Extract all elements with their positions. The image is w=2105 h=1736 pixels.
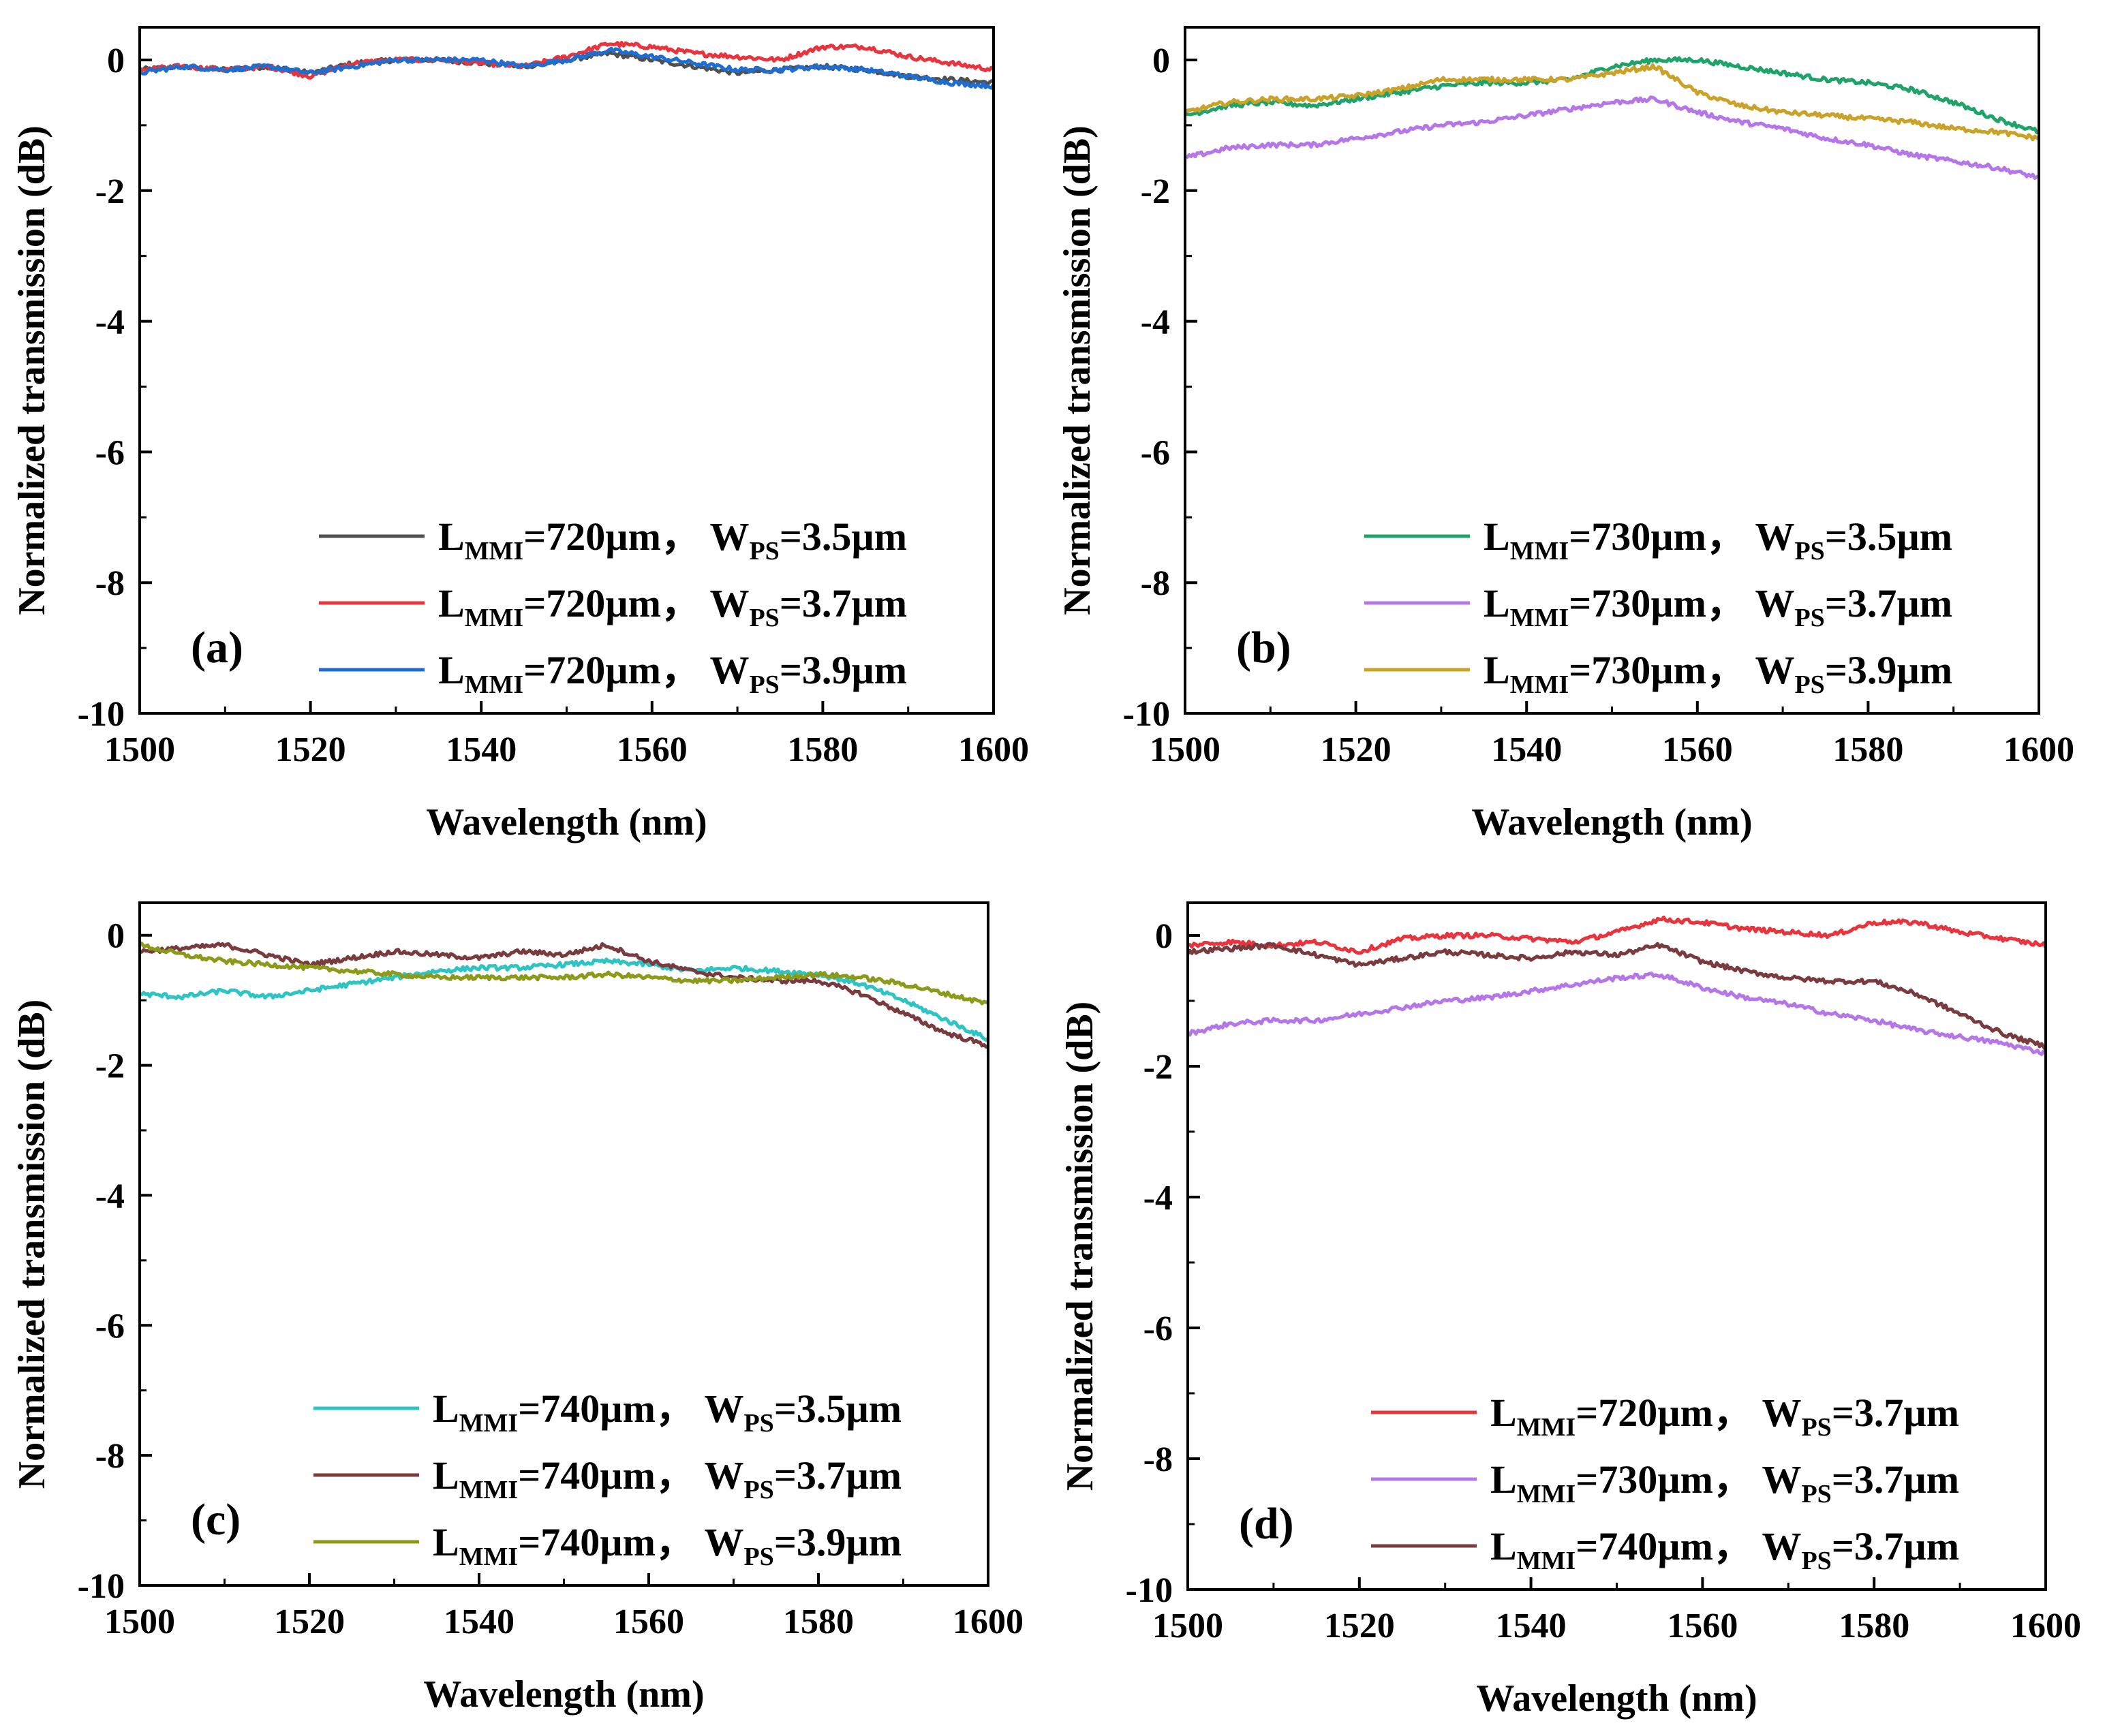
y-tick-label: -10 [78, 695, 125, 734]
y-tick-label: -2 [1143, 1048, 1173, 1087]
x-tick-label: 1540 [446, 730, 517, 769]
x-tick-label: 1560 [1662, 730, 1733, 769]
x-axis-title: Wavelength (nm) [423, 1673, 704, 1716]
series-line [138, 46, 996, 90]
x-tick-label: 1540 [444, 1602, 514, 1641]
panel-label: (c) [191, 1495, 241, 1545]
x-tick-label: 1600 [958, 730, 1029, 769]
y-tick-label: -4 [1141, 303, 1170, 342]
panel-label: (b) [1236, 623, 1291, 672]
x-tick-label: 1500 [104, 1602, 175, 1641]
x-tick-label: 1600 [2003, 730, 2074, 769]
y-tick-label: 0 [1152, 42, 1170, 80]
legend-entry: LMMI=720µm， WPS=3.5µm [438, 514, 907, 565]
y-tick-label: -2 [95, 172, 125, 211]
y-tick-label: -6 [1141, 433, 1170, 472]
legend-entry: LMMI=740µm， WPS=3.5µm [433, 1386, 902, 1438]
chart-panel: 1500 1520 1540 1560 1580 1600 0 -2 -4 -6 -8 -10 Wave… [11, 26, 1029, 843]
x-tick-label: 1520 [1321, 730, 1392, 769]
y-tick-label: -10 [78, 1567, 125, 1606]
series-line [1184, 56, 2040, 135]
x-tick-label: 1560 [1667, 1607, 1738, 1645]
chart-panel: 1500 1520 1540 1560 1580 1600 0 -2 -4 -6 -8 -10 Wave… [1059, 901, 2081, 1720]
series-line [1186, 972, 2048, 1056]
y-tick-label: 0 [107, 42, 125, 80]
x-tick-label: 1500 [1150, 730, 1220, 769]
x-tick-label: 1520 [274, 1602, 345, 1641]
x-axis-title: Wavelength (nm) [1476, 1677, 1757, 1720]
x-tick-label: 1600 [2010, 1607, 2081, 1645]
x-tick-label: 1520 [1324, 1607, 1395, 1645]
y-tick-label: -4 [95, 303, 125, 342]
y-tick-label: -6 [95, 433, 125, 472]
chart-panel: 1500 1520 1540 1560 1580 1600 0 -2 -4 -6 -8 -10 Wave… [1056, 26, 2074, 843]
x-tick-label: 1560 [613, 1602, 684, 1641]
y-tick-label: 0 [1155, 917, 1173, 956]
y-tick-label: -6 [95, 1307, 125, 1346]
y-tick-label: -8 [1143, 1440, 1173, 1479]
y-tick-label: -4 [95, 1177, 125, 1215]
legend-entry: LMMI=720µm， WPS=3.7µm [1490, 1391, 1959, 1442]
legend-entry: LMMI=740µm， WPS=3.7µm [1490, 1524, 1959, 1575]
x-axis-title: Wavelength (nm) [1471, 801, 1752, 843]
x-tick-label: 1520 [275, 730, 346, 769]
y-tick-label: -8 [95, 1437, 125, 1476]
panel-label: (d) [1239, 1499, 1294, 1549]
y-tick-label: -2 [95, 1047, 125, 1086]
chart-panel: 1500 1520 1540 1560 1580 1600 0 -2 -4 -6 -8 -10 Wave… [11, 901, 1024, 1716]
series-line [1187, 915, 2048, 955]
x-tick-label: 1580 [1832, 730, 1903, 769]
legend-entry: LMMI=720µm， WPS=3.9µm [438, 648, 907, 699]
series-line [138, 942, 989, 1006]
y-tick-label: -10 [1123, 695, 1170, 734]
x-axis-title: Wavelength (nm) [426, 801, 707, 843]
x-tick-label: 1580 [787, 730, 858, 769]
y-tick-label: -8 [1141, 564, 1170, 603]
x-tick-label: 1600 [953, 1602, 1024, 1641]
legend-entry: LMMI=730µm， WPS=3.9µm [1484, 648, 1952, 699]
series-line [1184, 63, 2040, 142]
x-tick-label: 1580 [1839, 1607, 1909, 1645]
y-axis-title: Normalized transmission (dB) [1056, 125, 1098, 615]
y-axis-title: Normalized transmission (dB) [11, 125, 53, 615]
y-axis-title: Normalized transmission (dB) [1059, 1002, 1101, 1491]
series-line [1186, 942, 2047, 1051]
legend-entry: LMMI=720µm， WPS=3.7µm [438, 581, 907, 632]
y-tick-label: -4 [1143, 1179, 1173, 1218]
x-tick-label: 1580 [783, 1602, 854, 1641]
x-tick-label: 1540 [1491, 730, 1562, 769]
y-tick-label: -2 [1141, 172, 1170, 211]
x-tick-label: 1540 [1496, 1607, 1567, 1645]
panel-label: (a) [191, 623, 243, 672]
series-line [138, 41, 995, 80]
series-line [139, 942, 989, 1049]
y-tick-label: -8 [95, 564, 125, 603]
x-tick-label: 1560 [617, 730, 688, 769]
y-tick-label: -10 [1126, 1571, 1173, 1610]
legend-entry: LMMI=730µm， WPS=3.7µm [1490, 1457, 1959, 1508]
series-line [139, 957, 989, 1042]
series-line [1184, 95, 2040, 180]
legend-entry: LMMI=730µm， WPS=3.7µm [1484, 581, 1952, 632]
y-tick-label: -6 [1143, 1309, 1173, 1348]
x-tick-label: 1500 [104, 730, 175, 769]
y-tick-label: 0 [107, 917, 125, 956]
y-axis-title: Normalized transmission (dB) [11, 999, 53, 1489]
x-tick-label: 1500 [1152, 1607, 1223, 1645]
legend-entry: LMMI=740µm， WPS=3.7µm [433, 1453, 902, 1504]
legend-entry: LMMI=740µm， WPS=3.9µm [433, 1520, 902, 1571]
legend-entry: LMMI=730µm， WPS=3.5µm [1484, 514, 1952, 565]
